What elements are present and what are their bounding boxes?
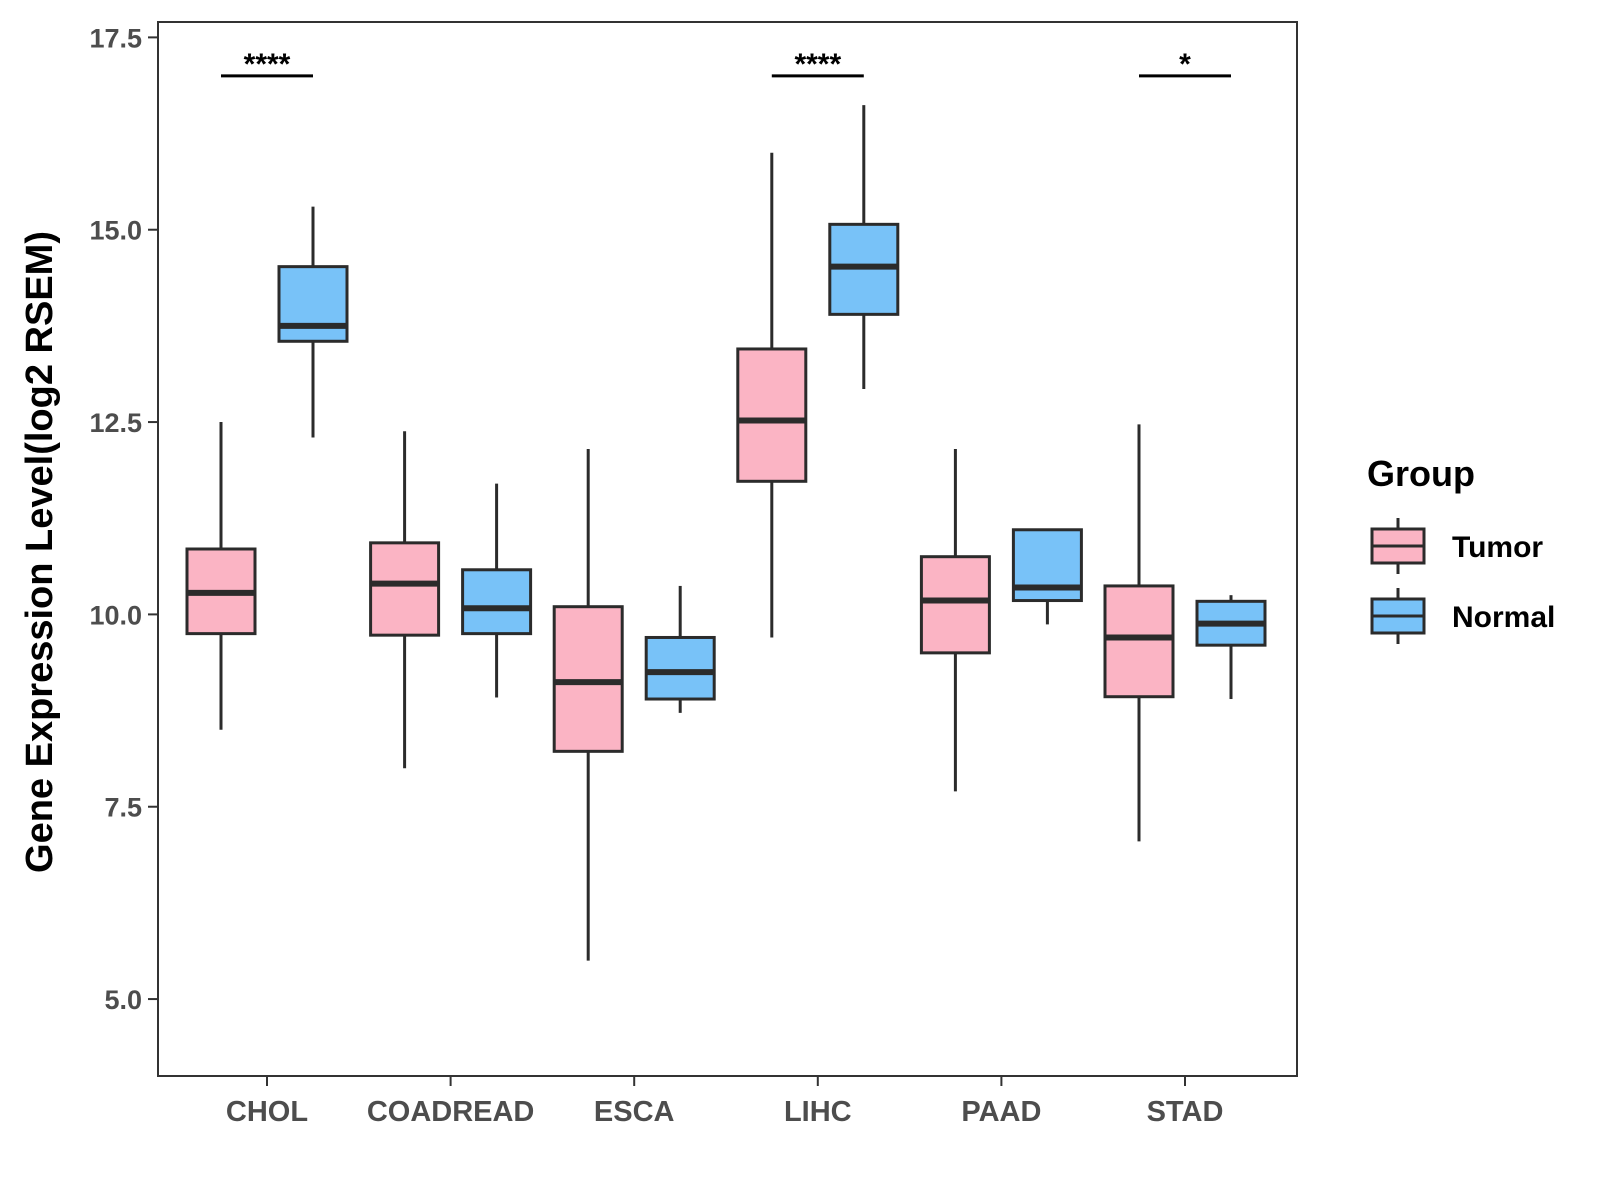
- significance-label: ****: [244, 48, 291, 81]
- box-normal-paad: [1011, 528, 1083, 625]
- y-tick-label: 17.5: [89, 23, 142, 53]
- box-body: [369, 541, 441, 637]
- box-body: [1103, 584, 1175, 699]
- box-normal-lihc: [828, 105, 900, 389]
- box-tumor-lihc: [736, 152, 808, 638]
- x-tick-label: CHOL: [226, 1096, 308, 1128]
- x-tick-label: PAAD: [961, 1096, 1041, 1128]
- box-normal-coadread: [461, 483, 533, 698]
- box-tumor-chol: [185, 422, 257, 730]
- box-tumor-esca: [552, 448, 624, 961]
- x-tick-label: ESCA: [594, 1096, 675, 1128]
- legend-label: Tumor: [1452, 531, 1543, 564]
- box-body: [552, 605, 624, 753]
- box-body: [277, 265, 349, 343]
- legend-title: Group: [1367, 453, 1475, 494]
- y-tick-label: 7.5: [104, 793, 142, 823]
- x-tick-label: COADREAD: [367, 1096, 535, 1128]
- significance-label: ****: [794, 48, 841, 81]
- box-normal-stad: [1195, 595, 1267, 700]
- legend-label: Normal: [1452, 601, 1555, 634]
- y-axis-title: Gene Expression Level(log2 RSEM): [19, 231, 61, 873]
- y-tick-label: 10.0: [89, 600, 142, 630]
- y-tick-label: 15.0: [89, 216, 142, 246]
- box-normal-esca: [644, 585, 716, 713]
- box-body: [919, 555, 991, 655]
- x-tick-label: LIHC: [784, 1096, 852, 1128]
- box-body: [644, 635, 716, 701]
- legend-item-normal: Normal: [1370, 588, 1555, 644]
- y-tick-label: 5.0: [104, 985, 142, 1015]
- legend-item-tumor: Tumor: [1370, 518, 1543, 574]
- box-tumor-coadread: [369, 431, 441, 769]
- plot-panel: [157, 21, 1298, 1077]
- box-body: [736, 347, 808, 483]
- x-tick-label: STAD: [1147, 1096, 1224, 1128]
- box-body: [461, 568, 533, 636]
- y-tick-label: 12.5: [89, 408, 142, 438]
- box-tumor-stad: [1103, 424, 1175, 842]
- box-normal-chol: [277, 206, 349, 438]
- significance-label: *: [1179, 48, 1191, 81]
- box-tumor-paad: [919, 448, 991, 792]
